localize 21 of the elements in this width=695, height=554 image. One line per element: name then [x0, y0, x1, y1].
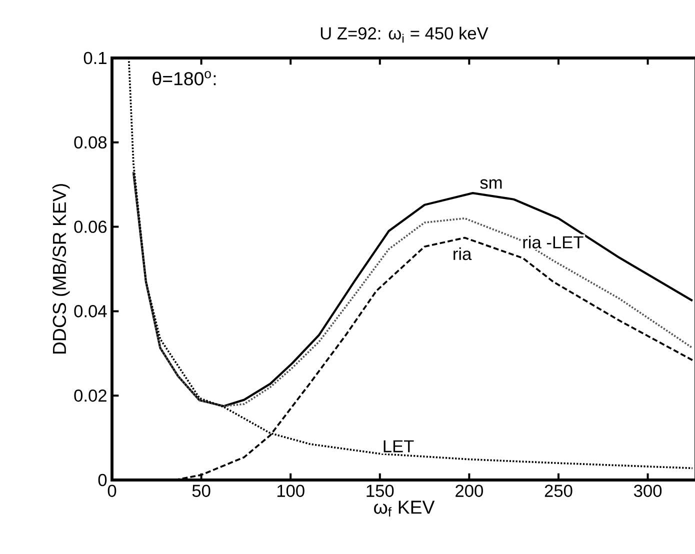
x-tick-label: 0 [108, 484, 116, 497]
x-tick-label: 200 [456, 484, 483, 497]
series-label: ria [454, 247, 472, 260]
y-axis-title: DDCS (MB/SR KEV) [52, 184, 70, 354]
x-tick-label: 250 [544, 484, 572, 497]
series-label: ria -LET [523, 236, 584, 248]
y-tick-label: 0.1 [84, 52, 106, 64]
y-tick-label: 0.06 [74, 220, 107, 233]
y-tick-label: 0.08 [74, 136, 107, 149]
y-tick-label: 0 [98, 474, 107, 486]
series-label: sm [480, 179, 502, 189]
x-tick-label: 150 [366, 484, 394, 497]
x-tick-label: 50 [192, 484, 210, 497]
chart-title: U Z=92: ω$_{i}$ = 450 keV [320, 26, 488, 43]
x-tick-label: 300 [634, 484, 662, 497]
y-tick-label: 0.02 [74, 389, 106, 402]
x-axis-title: ω$_{f}$ KEV [374, 500, 435, 517]
annotation: θ=180$^{o}$: [152, 71, 216, 86]
y-tick-label: 0.04 [74, 305, 107, 318]
x-tick-label: 100 [277, 484, 304, 497]
series-label: LET [384, 440, 414, 452]
